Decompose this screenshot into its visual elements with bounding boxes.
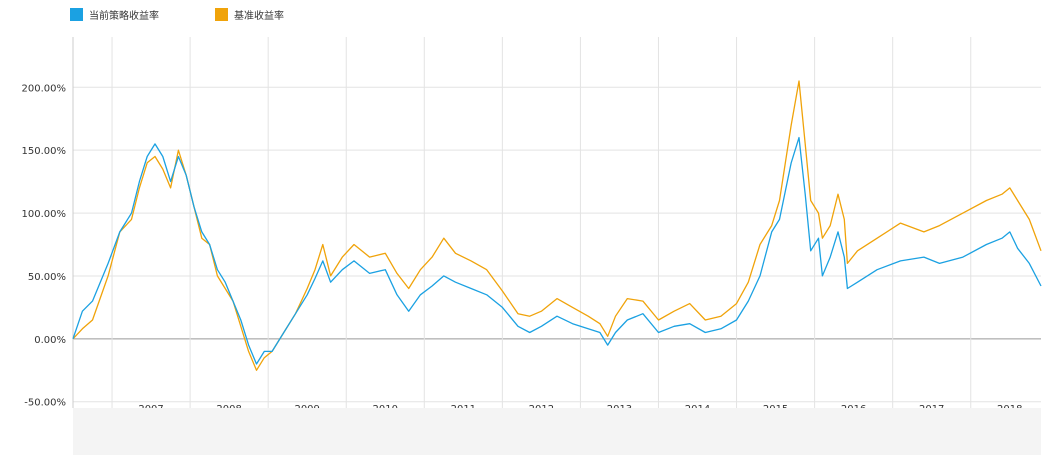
legend-swatch-benchmark (215, 7, 228, 21)
time-range-scrollbar[interactable] (73, 408, 1041, 455)
y-tick-label: 0.00% (34, 335, 66, 346)
legend-swatch-strategy (70, 7, 83, 21)
legend: 当前策略收益率 基准收益率 (70, 6, 340, 22)
y-tick-label: 200.00% (22, 83, 67, 94)
y-tick-label: 50.00% (28, 272, 66, 283)
y-tick-label: 150.00% (22, 146, 67, 157)
legend-item-strategy[interactable]: 当前策略收益率 (70, 7, 159, 22)
legend-item-benchmark[interactable]: 基准收益率 (215, 7, 284, 22)
legend-label-benchmark: 基准收益率 (234, 10, 284, 22)
series-line-strategy (72, 136, 1042, 365)
y-tick-label: 100.00% (22, 209, 67, 220)
series-line-benchmark (72, 80, 1042, 371)
y-tick-label: -50.00% (24, 398, 66, 409)
legend-label-strategy: 当前策略收益率 (89, 10, 159, 22)
